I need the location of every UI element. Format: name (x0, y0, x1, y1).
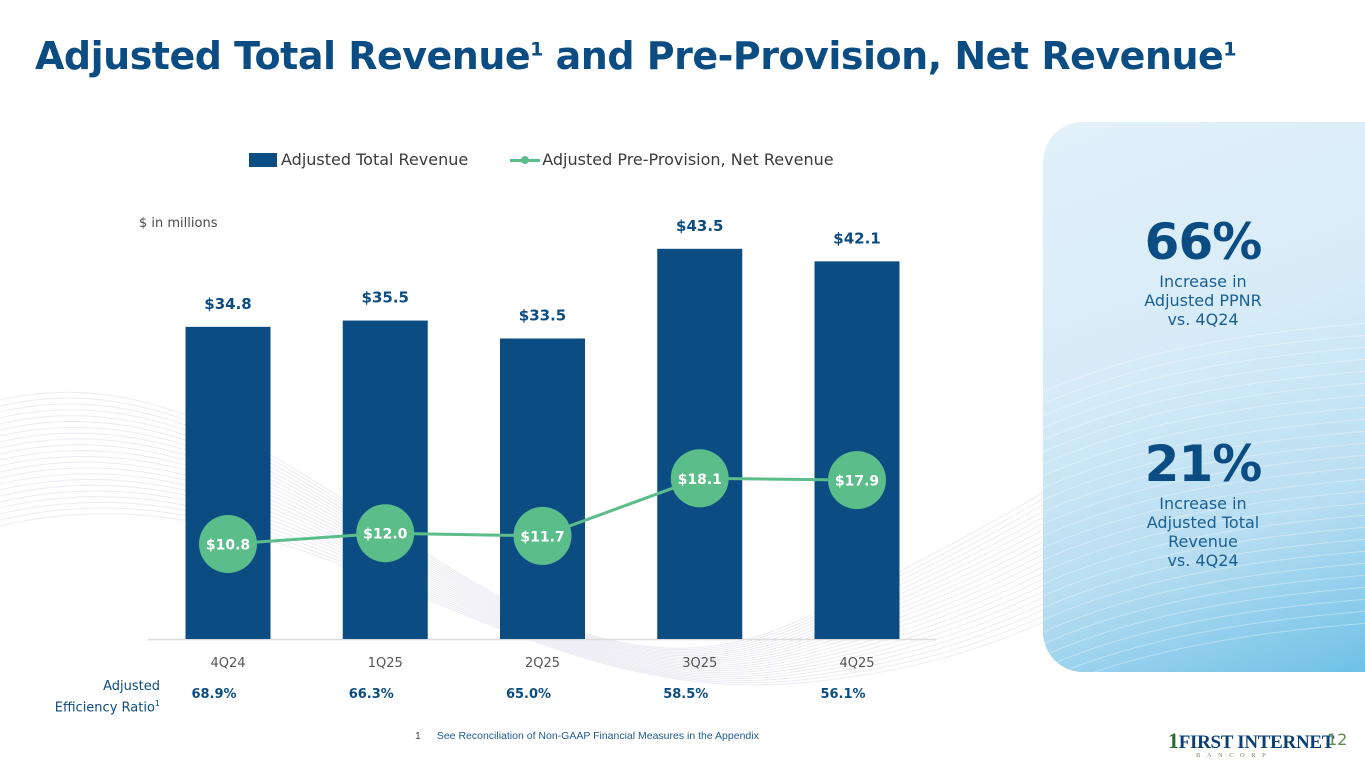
efficiency-ratio-value: 66.3% (349, 687, 394, 702)
ppnr-value-label: $10.8 (206, 538, 250, 554)
stat-description: Increase in Adjusted Total Revenue vs. 4… (1043, 494, 1363, 570)
footnote-number: 1 (415, 730, 421, 742)
logo-mark-icon: 1 (1168, 728, 1179, 753)
footnote-text: See Reconciliation of Non-GAAP Financial… (436, 730, 759, 742)
legend-item-total-revenue: Adjusted Total Revenue (249, 150, 468, 169)
chart-legend: Adjusted Total Revenue Adjusted Pre-Prov… (249, 150, 834, 169)
bar-1q25 (342, 320, 428, 639)
stat-description: Increase in Adjusted PPNR vs. 4Q24 (1043, 272, 1363, 329)
stat-ppnr-increase: 66% Increase in Adjusted PPNR vs. 4Q24 (1043, 214, 1363, 329)
ppnr-marker-1q25 (356, 504, 415, 563)
efficiency-footnote-marker: 1 (154, 699, 160, 708)
page-title: Adjusted Total Revenue1 and Pre-Provisio… (35, 34, 1237, 78)
ppnr-value-label: $12.0 (363, 527, 408, 543)
efficiency-ratio-label: Adjusted Efficiency Ratio1 (55, 678, 160, 716)
bar-2q25 (500, 338, 585, 639)
title-footnote-marker-2: 1 (1223, 38, 1237, 61)
highlights-panel: 66% Increase in Adjusted PPNR vs. 4Q24 2… (1043, 122, 1365, 672)
logo-name: IRST INTERNET (1190, 732, 1335, 753)
logo-initial: F (1178, 732, 1191, 753)
ppnr-marker-2q25 (513, 506, 572, 565)
efficiency-label-line-2: Efficiency Ratio1 (55, 695, 160, 716)
ppnr-marker-4q25 (828, 451, 886, 510)
footnote: 1 See Reconciliation of Non-GAAP Financia… (415, 730, 759, 742)
stat-desc-line: Increase in (1159, 272, 1247, 291)
bar-value-label: $34.8 (204, 295, 251, 313)
bar-value-label: $43.5 (676, 217, 723, 235)
legend-label: Adjusted Pre-Provision, Net Revenue (542, 150, 834, 169)
units-note: $ in millions (139, 216, 218, 231)
x-tick-label: 4Q25 (839, 656, 874, 671)
line-marker-swatch-icon (510, 153, 541, 167)
stat-value: 21% (1144, 435, 1263, 493)
x-tick-label: 1Q25 (368, 656, 403, 671)
x-tick-label: 3Q25 (682, 656, 717, 671)
efficiency-ratio-value: 56.1% (820, 687, 865, 702)
x-tick-label: 2Q25 (525, 656, 560, 671)
bar-value-label: $42.1 (833, 229, 880, 247)
efficiency-label-line-1: Adjusted (103, 679, 160, 694)
efficiency-ratio-value: 68.9% (191, 687, 236, 702)
stat-desc-line: Adjusted Total (1146, 513, 1260, 532)
legend-label: Adjusted Total Revenue (281, 150, 469, 169)
ppnr-value-label: $18.1 (678, 472, 722, 488)
ppnr-marker-4q24 (199, 515, 257, 573)
efficiency-ratio-value: 58.5% (663, 687, 708, 702)
stat-value: 66% (1144, 213, 1263, 271)
stat-desc-line: vs. 4Q24 (1167, 551, 1239, 570)
logo-subtitle: BANCORP (1196, 752, 1273, 759)
panel-waves (1043, 322, 1365, 672)
legend-item-ppnr: Adjusted Pre-Provision, Net Revenue (510, 150, 834, 169)
title-footnote-marker-1: 1 (530, 38, 543, 61)
bar-3q25 (657, 248, 743, 639)
stat-desc-line: vs. 4Q24 (1167, 310, 1239, 329)
bar-4q25 (814, 261, 900, 639)
page-number: 12 (1327, 730, 1348, 749)
x-tick-label: 4Q24 (210, 656, 245, 671)
stat-desc-line: Revenue (1168, 532, 1238, 551)
efficiency-label-text: Efficiency Ratio (54, 700, 155, 716)
logo-wordmark: 1FIRST INTERNET (1168, 728, 1335, 753)
stat-desc-line: Increase in (1159, 494, 1247, 513)
bar-4q24 (185, 326, 271, 639)
ppnr-value-label: $17.9 (835, 474, 879, 490)
efficiency-ratio-value: 65.0% (506, 687, 551, 702)
ppnr-marker-3q25 (670, 449, 729, 508)
title-part-1: Adjusted Total Revenue (35, 34, 531, 78)
bar-swatch-icon (249, 152, 277, 167)
bar-value-label: $35.5 (362, 289, 409, 307)
bar-value-label: $33.5 (519, 307, 566, 325)
stat-revenue-increase: 21% Increase in Adjusted Total Revenue v… (1043, 436, 1363, 570)
stat-desc-line: Adjusted PPNR (1144, 291, 1262, 310)
ppnr-value-label: $11.7 (520, 529, 564, 545)
title-part-2: and Pre-Provision, Net Revenue (542, 34, 1224, 78)
company-logo: 1FIRST INTERNET BANCORP (1168, 728, 1335, 760)
